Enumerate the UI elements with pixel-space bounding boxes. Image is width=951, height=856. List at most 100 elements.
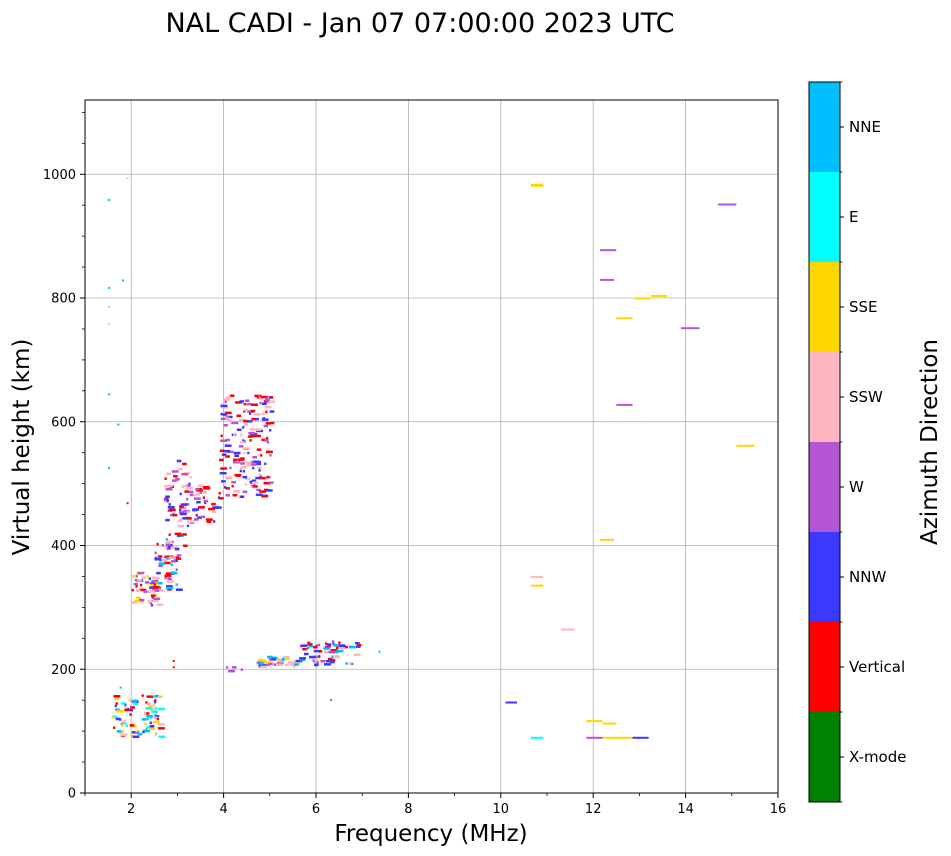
colorbar-label: E [849, 208, 858, 226]
echo-mark [224, 486, 227, 489]
echo-mark [308, 655, 316, 659]
echo-mark [165, 572, 173, 575]
echo-point [378, 650, 381, 653]
echo-mark [266, 655, 270, 659]
echo-mark [225, 487, 230, 490]
echo-mark [312, 646, 318, 649]
echo-mark [176, 554, 182, 557]
echo-mark [258, 460, 261, 464]
echo-mark [326, 643, 332, 646]
echo-mark [324, 663, 331, 666]
echo-mark [271, 658, 276, 661]
echo-mark [265, 410, 268, 414]
x-tick-label: 6 [312, 802, 320, 817]
echo-mark [174, 557, 182, 560]
echo-mark [273, 663, 276, 666]
colorbar-title: Azimuth Direction [917, 339, 943, 545]
echo-mark [268, 662, 273, 666]
echo-mark [225, 438, 230, 442]
echo-mark [330, 649, 338, 652]
echo-mark [239, 400, 244, 403]
echo-mark [225, 417, 228, 420]
echo-mark [132, 735, 140, 738]
echo-mark [166, 580, 174, 583]
echo-mark [258, 397, 263, 400]
echo-mark [261, 661, 269, 665]
echo-mark [153, 597, 161, 600]
echo-mark [179, 512, 187, 516]
echo-mark [192, 493, 200, 496]
echo-mark [180, 503, 188, 506]
y-axis-title: Virtual height (km) [9, 339, 35, 556]
echo-mark [144, 712, 150, 715]
echo-segment [602, 722, 617, 725]
echo-point [172, 666, 175, 669]
echo-mark [183, 544, 188, 547]
echo-mark [288, 660, 295, 664]
grid-lines [85, 100, 778, 793]
echo-mark [149, 721, 152, 725]
echo-mark [151, 576, 159, 579]
colorbar-label: X-mode [849, 748, 906, 766]
echo-mark [132, 601, 137, 604]
echo-mark [234, 454, 239, 458]
echo-mark [206, 520, 212, 523]
echo-mark [284, 663, 290, 667]
echo-mark [351, 662, 354, 666]
colorbar-label: W [849, 478, 864, 496]
echo-mark [240, 441, 245, 444]
echo-mark [179, 505, 184, 508]
echo-mark [166, 472, 171, 475]
echo-mark [228, 669, 235, 673]
echo-mark [156, 542, 159, 546]
y-tick-label: 600 [51, 415, 76, 430]
echo-mark [155, 594, 158, 597]
echo-segment [530, 584, 544, 587]
echo-mark [330, 660, 335, 664]
echo-mark [348, 645, 356, 649]
plot-area [84, 99, 779, 794]
echo-mark [142, 730, 145, 734]
echo-mark [256, 462, 261, 466]
echo-mark [260, 395, 268, 399]
echo-mark [149, 586, 154, 589]
echo-mark [150, 727, 155, 731]
echo-point [172, 660, 175, 662]
echo-mark [223, 449, 231, 453]
echo-mark [152, 586, 160, 589]
echo-mark [240, 462, 245, 465]
echo-mark [141, 576, 146, 579]
echo-mark [196, 489, 203, 492]
echo-segment [530, 575, 544, 578]
echo-mark [219, 472, 227, 475]
echo-mark [205, 518, 213, 521]
echo-mark [259, 659, 267, 662]
echo-mark [242, 490, 248, 494]
echo-mark [156, 717, 159, 721]
echo-mark [204, 501, 207, 504]
echo-mark [264, 405, 272, 409]
echo-segment [616, 317, 633, 320]
echo-mark [154, 589, 160, 592]
echo-mark [254, 394, 262, 398]
echo-mark [147, 600, 155, 603]
echo-mark [233, 461, 240, 464]
echo-segment [586, 736, 603, 739]
echo-mark [179, 511, 184, 514]
echo-mark [189, 476, 192, 479]
echo-mark [140, 583, 143, 587]
echo-mark [154, 551, 157, 555]
echo-mark [177, 524, 185, 528]
echo-mark [256, 428, 262, 431]
echo-mark [243, 408, 249, 411]
echo-mark [250, 409, 256, 413]
echo-mark [259, 490, 267, 493]
echo-mark [182, 517, 190, 520]
echo-mark [269, 410, 275, 413]
echo-mark [179, 492, 182, 496]
echo-mark [225, 415, 233, 419]
echo-mark [264, 462, 267, 465]
echo-mark [126, 707, 130, 711]
echo-mark [148, 577, 151, 580]
